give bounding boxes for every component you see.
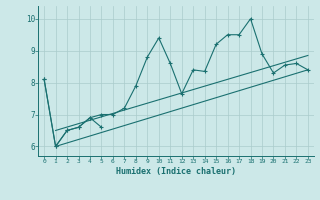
X-axis label: Humidex (Indice chaleur): Humidex (Indice chaleur) [116, 167, 236, 176]
